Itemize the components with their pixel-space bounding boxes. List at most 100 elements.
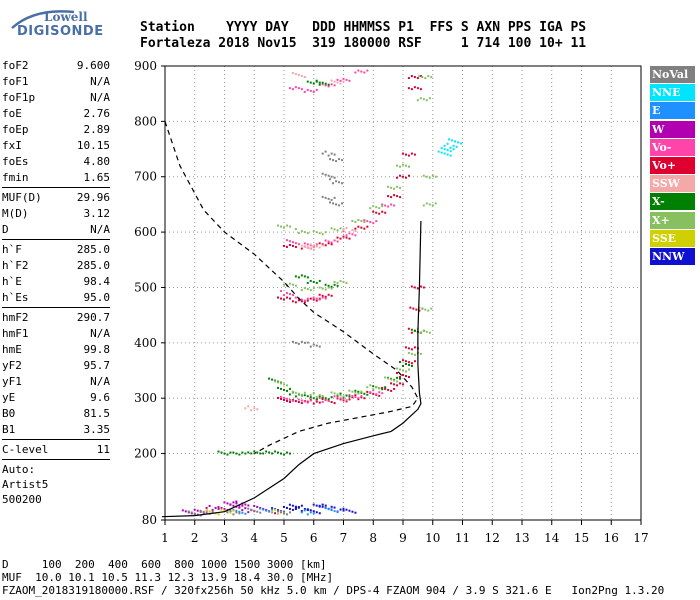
- echo-point: [455, 145, 458, 148]
- echo-point: [342, 228, 345, 231]
- param-name: yE: [2, 391, 16, 404]
- param-value: 29.96: [76, 191, 110, 204]
- echo-point: [342, 398, 345, 401]
- legend-item: X-: [650, 193, 695, 211]
- param-row: B0 81.5: [2, 406, 110, 422]
- echo-point: [294, 395, 297, 398]
- echo-point: [324, 297, 327, 300]
- echo-point: [318, 396, 321, 399]
- echo-point: [332, 159, 335, 162]
- echo-point: [306, 288, 309, 291]
- echo-point: [425, 99, 428, 102]
- param-row: yF2 95.7: [2, 358, 110, 374]
- echo-point: [451, 139, 454, 142]
- echo-point: [256, 510, 259, 513]
- echo-point: [348, 395, 351, 398]
- param-row: h`Es 95.0: [2, 290, 110, 306]
- echo-point: [421, 307, 424, 310]
- echo-point: [288, 393, 291, 396]
- echo-point: [309, 247, 312, 250]
- echo-point: [393, 204, 396, 207]
- param-name: fmin: [2, 171, 29, 184]
- echo-point: [217, 507, 220, 510]
- echo-point: [235, 452, 238, 455]
- echo-point: [288, 282, 291, 285]
- echo-point: [366, 386, 369, 389]
- echo-point: [288, 243, 291, 246]
- echo-point: [360, 391, 363, 394]
- echo-point: [235, 500, 238, 503]
- echo-point: [430, 76, 433, 79]
- y-tick-label: 900: [134, 59, 157, 73]
- echo-point: [283, 512, 285, 515]
- echo-point: [300, 504, 303, 507]
- echo-point: [202, 510, 205, 513]
- echo-point: [446, 153, 449, 156]
- echo-point: [288, 507, 291, 510]
- echo-point: [399, 377, 402, 380]
- param-separator: [2, 187, 110, 188]
- echo-point: [280, 452, 282, 455]
- echo-point: [396, 176, 398, 179]
- echo-point: [416, 87, 419, 90]
- param-value: 95.7: [83, 359, 111, 372]
- echo-point: [312, 402, 315, 405]
- echo-point: [280, 397, 282, 400]
- echo-point: [208, 510, 211, 513]
- param-separator: [2, 307, 110, 308]
- echo-point: [309, 345, 312, 348]
- param-name: hmF2: [2, 311, 29, 324]
- echo-point: [244, 407, 247, 410]
- y-tick-label: 600: [134, 225, 157, 239]
- auto-scaler-line: Artist5: [2, 478, 49, 491]
- echo-point: [363, 392, 366, 395]
- echo-point: [324, 397, 327, 400]
- echo-point: [330, 287, 333, 290]
- echo-point: [407, 361, 410, 364]
- echo-point: [294, 86, 297, 89]
- echo-point: [289, 225, 291, 228]
- echo-point: [259, 507, 262, 510]
- echo-point: [335, 180, 338, 183]
- echo-point: [363, 71, 366, 74]
- echo-point: [303, 400, 306, 403]
- echo-point: [297, 243, 300, 246]
- x-tick-label: 11: [455, 531, 470, 545]
- echo-point: [363, 221, 366, 224]
- echo-point: [277, 296, 279, 299]
- trace-x-: [274, 75, 437, 398]
- echo-point: [289, 387, 291, 390]
- echo-point: [294, 508, 297, 511]
- echo-point: [329, 158, 332, 161]
- echo-point: [211, 508, 214, 511]
- echo-point: [330, 79, 333, 82]
- echo-point: [330, 198, 333, 201]
- echo-point: [338, 181, 341, 184]
- echo-point: [333, 239, 336, 242]
- chart-profiles: [161, 121, 422, 518]
- echo-point: [318, 232, 321, 235]
- echo-point: [407, 351, 410, 354]
- echo-point: [404, 153, 407, 156]
- echo-point: [253, 504, 256, 507]
- echo-point: [399, 382, 402, 385]
- echo-point: [318, 298, 321, 301]
- echo-point: [357, 398, 360, 401]
- echo-point: [300, 289, 303, 292]
- echo-point: [424, 77, 427, 80]
- echo-point: [339, 397, 342, 400]
- echo-point: [336, 397, 339, 400]
- echo-point: [422, 204, 425, 207]
- echo-point: [312, 298, 315, 301]
- echo-point: [419, 88, 422, 91]
- echo-point: [336, 284, 339, 287]
- echo-point: [288, 293, 291, 296]
- echo-point: [425, 175, 428, 178]
- echo-point: [229, 503, 232, 506]
- echo-point: [381, 386, 384, 389]
- trace-e: [232, 507, 339, 516]
- echo-point: [336, 511, 339, 514]
- param-value: N/A: [90, 327, 110, 340]
- echo-point: [244, 507, 247, 510]
- x-tick-label: 17: [633, 531, 648, 545]
